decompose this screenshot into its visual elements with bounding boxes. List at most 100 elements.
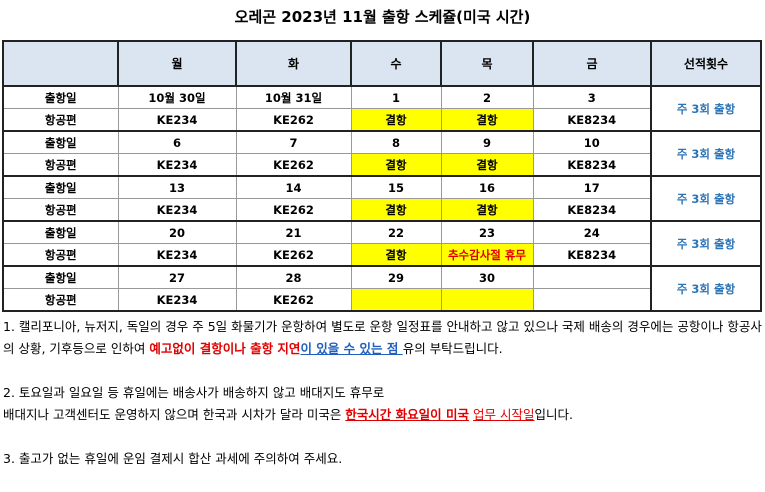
header-cell: 화 bbox=[235, 40, 352, 87]
header-cell bbox=[2, 40, 119, 87]
header-cell: 목 bbox=[440, 40, 534, 87]
note-text: 한국시간 화요일이 미국 bbox=[345, 407, 470, 422]
row-label: 항공편 bbox=[2, 288, 119, 312]
date-cell: 6 bbox=[117, 130, 237, 154]
note-text: 2. 토요일과 일요일 등 휴일에는 배송사가 배송하지 않고 배대지도 휴무로 bbox=[3, 385, 385, 400]
row-label: 항공편 bbox=[2, 243, 119, 267]
date-row: 출항일 13 14 15 16 17 주 3회 출항 bbox=[2, 175, 762, 222]
flight-row: 항공편 KE234 KE262 결항 결항 KE8234 bbox=[2, 198, 761, 222]
date-row: 출항일 27 28 29 30 주 3회 출항 bbox=[2, 265, 762, 312]
flight-cell: KE8234 bbox=[532, 243, 652, 267]
date-cell: 14 bbox=[235, 175, 352, 199]
date-cell: 21 bbox=[235, 220, 352, 244]
frequency-cell: 주 3회 출항 bbox=[650, 220, 762, 267]
week-group: 출항일 27 28 29 30 주 3회 출항 항공편 KE234 KE262 bbox=[2, 265, 762, 312]
flight-cell: 결항 bbox=[350, 198, 442, 222]
flight-cell: KE234 bbox=[117, 108, 237, 132]
row-label: 출항일 bbox=[2, 265, 119, 289]
flight-cell: 추수감사절 휴무 bbox=[440, 243, 534, 267]
frequency-cell: 주 3회 출항 bbox=[650, 175, 762, 222]
flight-cell: 결항 bbox=[350, 108, 442, 132]
date-cell: 10월 30일 bbox=[117, 85, 237, 109]
date-cell: 22 bbox=[350, 220, 442, 244]
row-label: 출항일 bbox=[2, 220, 119, 244]
flight-cell bbox=[532, 288, 652, 312]
header-cell: 월 bbox=[117, 40, 237, 87]
flight-cell: 결항 bbox=[440, 198, 534, 222]
flight-cell: KE262 bbox=[235, 243, 352, 267]
date-cell: 9 bbox=[440, 130, 534, 154]
note-text: 1. 캘리포니아, 뉴저지, 독일의 경우 주 5일 화물기가 운항하여 별도로… bbox=[3, 319, 762, 356]
row-label: 항공편 bbox=[2, 153, 119, 177]
flight-cell: KE8234 bbox=[532, 108, 652, 132]
header-cell: 수 bbox=[350, 40, 442, 87]
date-row: 출항일 6 7 8 9 10 주 3회 출항 bbox=[2, 130, 762, 177]
week-group: 출항일 13 14 15 16 17 주 3회 출항 항공편 KE234 KE262 결항 결항 KE8… bbox=[2, 175, 762, 222]
row-label: 출항일 bbox=[2, 175, 119, 199]
date-cell: 7 bbox=[235, 130, 352, 154]
date-cell: 13 bbox=[117, 175, 237, 199]
frequency-cell: 주 3회 출항 bbox=[650, 265, 762, 312]
flight-cell: KE8234 bbox=[532, 198, 652, 222]
date-cell: 1 bbox=[350, 85, 442, 109]
flight-cell: 결항 bbox=[440, 153, 534, 177]
note-text: 업무 시작일 bbox=[473, 407, 535, 422]
flight-cell bbox=[440, 288, 534, 312]
note-paragraph: 1. 캘리포니아, 뉴저지, 독일의 경우 주 5일 화물기가 운항하여 별도로… bbox=[3, 316, 763, 360]
date-cell: 2 bbox=[440, 85, 534, 109]
flight-cell: 결항 bbox=[350, 153, 442, 177]
row-label: 출항일 bbox=[2, 85, 119, 109]
flight-cell: KE234 bbox=[117, 243, 237, 267]
flight-cell: KE234 bbox=[117, 153, 237, 177]
note-text: 예고없이 결항이나 출항 지연 bbox=[149, 341, 301, 356]
flight-row: 항공편 KE234 KE262 bbox=[2, 288, 761, 312]
flight-row: 항공편 KE234 KE262 결항 결항 KE8234 bbox=[2, 153, 761, 177]
flight-cell: KE262 bbox=[235, 153, 352, 177]
flight-cell bbox=[350, 288, 442, 312]
date-row: 출항일 10월 30일 10월 31일 1 2 3 주 3회 출항 bbox=[2, 85, 762, 132]
header-row: 월 화 수 목 금 선적횟수 bbox=[2, 40, 762, 87]
header-cell: 선적횟수 bbox=[650, 40, 762, 87]
note-paragraph: 3. 출고가 없는 휴일에 운임 결제시 합산 과세에 주의하여 주세요. bbox=[3, 448, 763, 470]
flight-cell: 결항 bbox=[350, 243, 442, 267]
flight-cell: KE262 bbox=[235, 108, 352, 132]
date-cell: 3 bbox=[532, 85, 652, 109]
row-label: 출항일 bbox=[2, 130, 119, 154]
note-paragraph: 2. 토요일과 일요일 등 휴일에는 배송사가 배송하지 않고 배대지도 휴무로… bbox=[3, 382, 763, 426]
date-cell: 16 bbox=[440, 175, 534, 199]
date-cell: 27 bbox=[117, 265, 237, 289]
date-cell: 15 bbox=[350, 175, 442, 199]
row-label: 항공편 bbox=[2, 108, 119, 132]
flight-cell: 결항 bbox=[440, 108, 534, 132]
date-cell: 10 bbox=[532, 130, 652, 154]
date-cell: 24 bbox=[532, 220, 652, 244]
flight-cell: KE234 bbox=[117, 288, 237, 312]
note-text: 이 있을 수 있는 점 bbox=[300, 341, 403, 356]
date-cell: 20 bbox=[117, 220, 237, 244]
flight-row: 항공편 KE234 KE262 결항 결항 KE8234 bbox=[2, 108, 761, 132]
date-cell: 8 bbox=[350, 130, 442, 154]
week-group: 출항일 10월 30일 10월 31일 1 2 3 주 3회 출항 항공편 KE234 KE262… bbox=[2, 85, 762, 132]
date-cell: 29 bbox=[350, 265, 442, 289]
date-cell: 17 bbox=[532, 175, 652, 199]
date-cell: 28 bbox=[235, 265, 352, 289]
flight-cell: KE262 bbox=[235, 288, 352, 312]
note-text: 입니다. bbox=[534, 407, 573, 422]
week-group: 출항일 6 7 8 9 10 주 3회 출항 항공편 KE234 KE262 결항 결항 KE8234 bbox=[2, 130, 762, 177]
page: 오레곤 2023년 11월 출항 스케쥴(미국 시간) 월 화 수 목 금 선적횟수 출항일… bbox=[2, 8, 762, 466]
title: 오레곤 2023년 11월 출항 스케쥴(미국 시간) bbox=[234, 8, 531, 26]
date-cell: 23 bbox=[440, 220, 534, 244]
note-text: 배대지나 고객센터도 운영하지 않으며 한국과 시차가 달라 미국은 bbox=[3, 407, 346, 422]
frequency-cell: 주 3회 출항 bbox=[650, 130, 762, 177]
date-cell bbox=[532, 265, 652, 289]
date-cell: 10월 31일 bbox=[235, 85, 352, 109]
flight-row: 항공편 KE234 KE262 결항 추수감사절 휴무 KE8234 bbox=[2, 243, 761, 267]
frequency-cell: 주 3회 출항 bbox=[650, 85, 762, 132]
flight-cell: KE8234 bbox=[532, 153, 652, 177]
header-cell: 금 bbox=[532, 40, 652, 87]
note-text: 유의 부탁드립니다. bbox=[402, 341, 503, 356]
note-text: 3. 출고가 없는 휴일에 운임 결제시 합산 과세에 주의하여 주세요. bbox=[3, 451, 343, 466]
notes: 1. 캘리포니아, 뉴저지, 독일의 경우 주 5일 화물기가 운항하여 별도로… bbox=[3, 316, 763, 492]
flight-cell: KE234 bbox=[117, 198, 237, 222]
schedule-table: 월 화 수 목 금 선적횟수 출항일 10월 30일 10월 31일 1 2 3 주 3회 출항 항공편 K… bbox=[2, 40, 762, 312]
